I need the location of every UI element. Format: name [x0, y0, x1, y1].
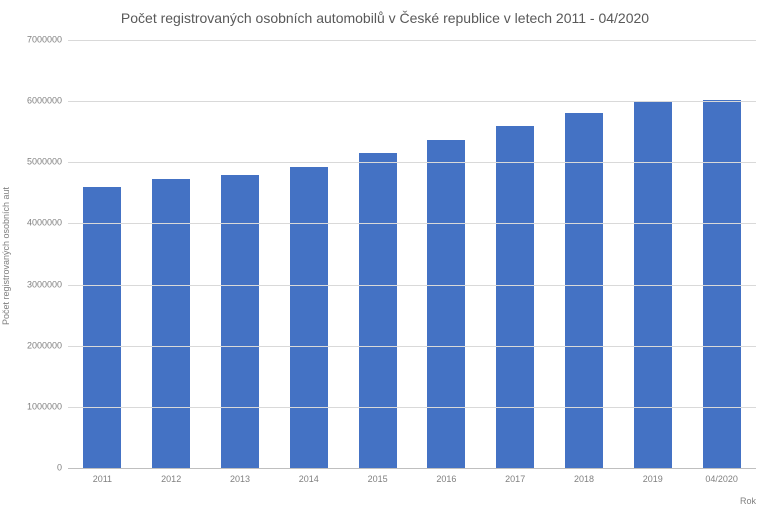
y-tick-label: 6000000 — [27, 97, 68, 106]
bar — [565, 113, 603, 468]
y-tick-label: 2000000 — [27, 341, 68, 350]
y-tick-label: 4000000 — [27, 219, 68, 228]
x-tick-label: 04/2020 — [705, 468, 738, 484]
x-tick-label: 2011 — [93, 468, 112, 484]
y-axis-label: Počet registrovaných osobních aut — [1, 187, 11, 325]
grid-line — [68, 407, 756, 408]
x-tick-label: 2017 — [505, 468, 525, 484]
bar — [359, 153, 397, 468]
x-tick-label: 2015 — [368, 468, 388, 484]
x-tick-label: 2016 — [436, 468, 456, 484]
bar — [221, 175, 259, 468]
y-tick-label: 1000000 — [27, 402, 68, 411]
x-tick-label: 2013 — [230, 468, 250, 484]
bars-container — [68, 40, 756, 468]
x-tick-label: 2014 — [299, 468, 319, 484]
y-tick-label: 3000000 — [27, 280, 68, 289]
x-axis-label: Rok — [740, 496, 756, 506]
plot-area: 0100000020000003000000400000050000006000… — [68, 40, 756, 468]
bar-chart: Počet registrovaných osobních automobilů… — [0, 0, 770, 512]
grid-line — [68, 162, 756, 163]
x-tick-label: 2012 — [161, 468, 181, 484]
x-tick-label: 2018 — [574, 468, 594, 484]
grid-line — [68, 101, 756, 102]
grid-line — [68, 346, 756, 347]
bar — [83, 187, 121, 468]
bar — [290, 167, 328, 468]
bar — [496, 126, 534, 468]
chart-title: Počet registrovaných osobních automobilů… — [0, 10, 770, 26]
grid-line — [68, 40, 756, 41]
x-tick-label: 2019 — [643, 468, 663, 484]
y-tick-label: 0 — [57, 464, 68, 473]
y-tick-label: 7000000 — [27, 36, 68, 45]
grid-line — [68, 285, 756, 286]
grid-line — [68, 223, 756, 224]
y-tick-label: 5000000 — [27, 158, 68, 167]
bar — [427, 140, 465, 468]
